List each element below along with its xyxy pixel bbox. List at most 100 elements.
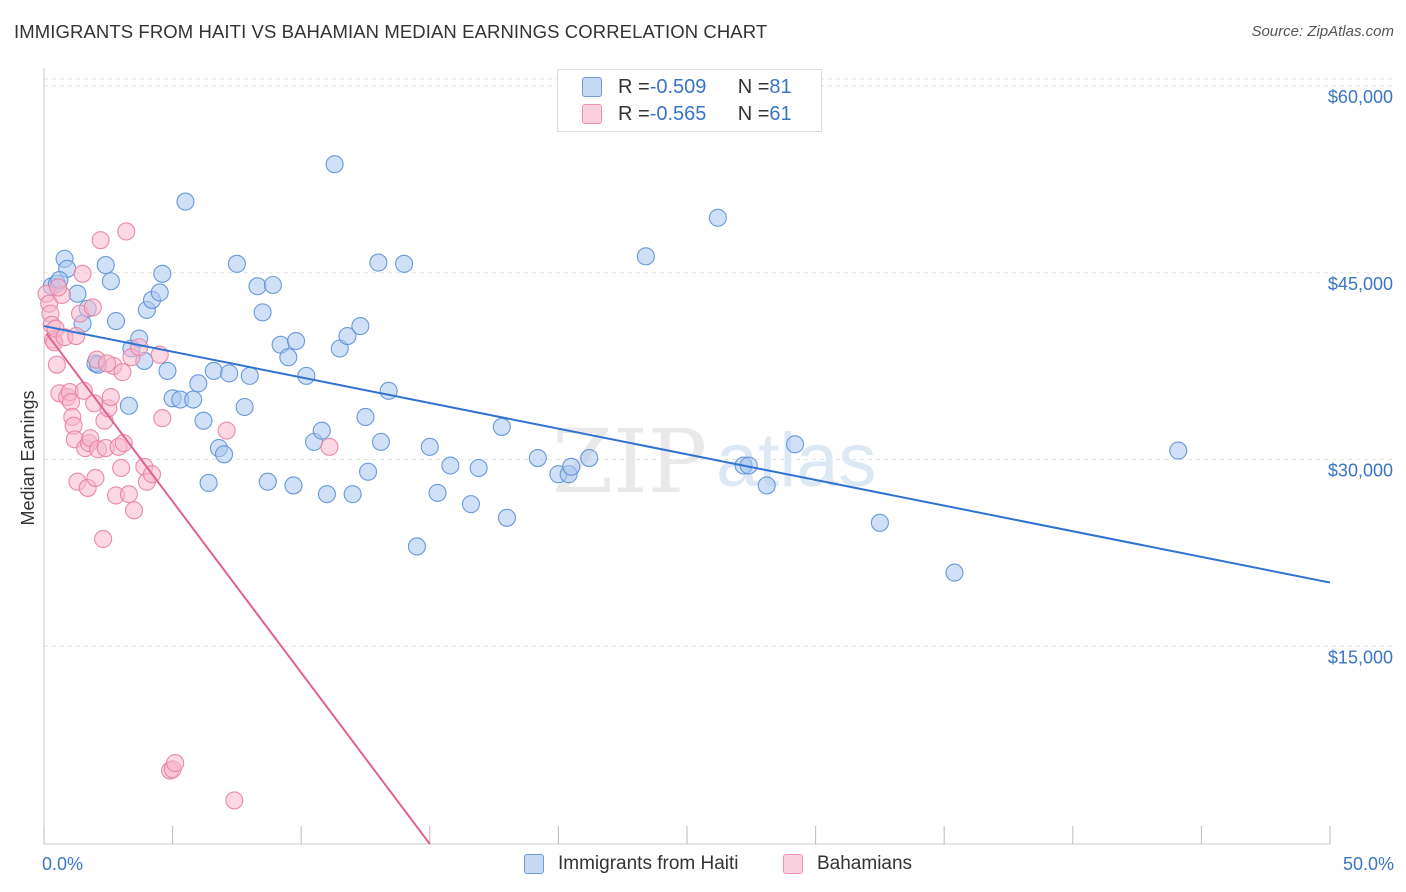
haiti-point — [757, 476, 776, 495]
haiti-swatch — [582, 77, 602, 97]
haiti-trend-line — [43, 325, 1331, 584]
source-label: Source: ZipAtlas.com — [1251, 23, 1394, 40]
haiti-point — [312, 421, 331, 440]
haiti-point — [359, 462, 378, 481]
haiti-point — [562, 457, 581, 476]
haiti-point — [279, 348, 298, 367]
legend-row-bahamas: R = -0.565 N = 61 — [582, 102, 792, 126]
haiti-point — [220, 364, 239, 383]
haiti-point — [68, 284, 87, 303]
legend-r-label: R = — [618, 102, 650, 125]
legend-r-value: -0.509 — [649, 75, 707, 98]
bottom-legend-haiti: Immigrants from Haiti — [524, 852, 739, 876]
legend-r-label: R = — [618, 75, 650, 98]
haiti-point — [407, 537, 426, 556]
bahamas-point — [47, 355, 66, 374]
haiti-point — [96, 256, 115, 275]
watermark: ZIP atlas — [552, 410, 877, 513]
haiti-point — [338, 326, 357, 346]
haiti-point — [150, 283, 169, 302]
haiti-point — [199, 473, 218, 493]
axis-layer — [43, 68, 1331, 845]
haiti-point — [189, 374, 208, 393]
haiti-point — [945, 563, 964, 582]
haiti-point — [227, 254, 246, 273]
haiti-point — [420, 437, 439, 456]
bahamas-point — [83, 298, 102, 317]
haiti-swatch — [524, 854, 544, 874]
haiti-point — [253, 303, 272, 322]
haiti-point — [158, 361, 177, 380]
haiti-point — [194, 411, 213, 430]
points-layer — [37, 155, 1188, 810]
haiti-point — [395, 254, 414, 273]
bahamas-point — [112, 458, 131, 478]
haiti-point — [317, 485, 336, 504]
bahamas-point — [166, 754, 185, 773]
grid-layer — [44, 78, 1394, 647]
legend-n-label: N = — [737, 75, 770, 98]
haiti-point — [176, 192, 195, 211]
haiti-point — [371, 432, 390, 451]
bahamas-point — [117, 222, 136, 241]
bahamas-point — [124, 501, 144, 520]
bottom-legend-bahamas: Bahamians — [783, 852, 912, 876]
haiti-point — [1169, 441, 1188, 460]
legend-n-value: 61 — [769, 102, 792, 125]
bahamas-point — [86, 468, 105, 488]
bottom-legend-bahamas-label: Bahamians — [817, 853, 913, 874]
haiti-point — [351, 317, 370, 336]
bahamas-point — [67, 326, 86, 346]
y-tick-label: $45,000 — [1328, 274, 1393, 294]
haiti-point — [204, 361, 223, 380]
haiti-point — [441, 456, 460, 475]
legend-row-haiti: R = -0.509 N = 81 — [582, 75, 792, 99]
bottom-legend-haiti-label: Immigrants from Haiti — [558, 853, 739, 874]
y-tick-label: $30,000 — [1328, 461, 1393, 481]
legend-n-value: 81 — [769, 75, 792, 98]
haiti-point — [461, 495, 481, 514]
haiti-point — [528, 448, 547, 468]
haiti-point — [870, 513, 889, 532]
haiti-point — [492, 417, 511, 436]
haiti-point — [343, 485, 362, 504]
bahamas-point — [217, 421, 236, 440]
bahamas-point — [153, 409, 172, 428]
haiti-point — [106, 312, 126, 331]
haiti-point — [287, 331, 306, 351]
bahamas-point — [114, 434, 133, 453]
haiti-point — [428, 483, 447, 502]
haiti-point — [497, 508, 517, 527]
bahamas-point — [225, 791, 244, 810]
y-axis-title: Median Earnings — [18, 390, 38, 525]
haiti-point — [214, 445, 234, 464]
haiti-point — [263, 275, 282, 295]
bahamas-trend-line — [45, 332, 431, 845]
bahamas-point — [320, 437, 339, 456]
haiti-point — [369, 253, 388, 272]
haiti-point — [636, 247, 655, 266]
haiti-point — [235, 397, 254, 417]
bahamas-point — [101, 387, 120, 407]
haiti-point — [297, 366, 316, 385]
haiti-point — [101, 272, 120, 291]
bahamas-point — [49, 278, 68, 297]
haiti-point — [119, 396, 138, 415]
haiti-point — [184, 390, 203, 409]
haiti-point — [356, 407, 375, 427]
haiti-point — [240, 366, 259, 385]
y-tick-label: $60,000 — [1328, 87, 1393, 107]
legend-n-label: N = — [737, 102, 770, 125]
x-tick-label: 50.0% — [1343, 854, 1394, 874]
legend-r-value: -0.565 — [649, 102, 707, 125]
stats-legend: R = -0.509 N = 81 R = -0.565 N = 61 — [557, 69, 822, 132]
bahamas-point — [85, 394, 104, 413]
haiti-point — [580, 448, 599, 468]
haiti-point — [469, 458, 488, 478]
chart-title: IMMIGRANTS FROM HAITI VS BAHAMIAN MEDIAN… — [14, 21, 768, 42]
haiti-point — [258, 472, 277, 491]
haiti-point — [248, 277, 267, 296]
trend-layer — [43, 325, 1331, 845]
bahamas-point — [97, 354, 117, 373]
